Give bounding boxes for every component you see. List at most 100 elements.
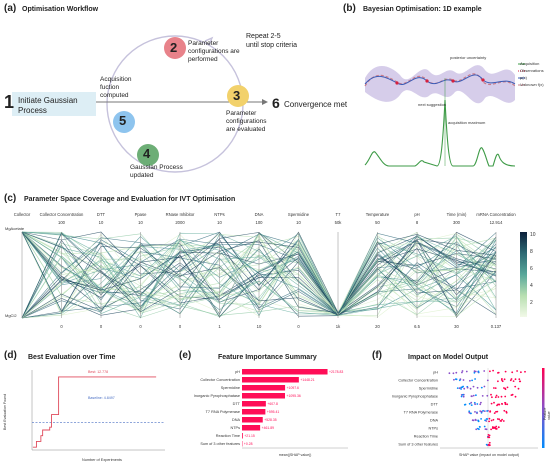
legend-unknown-fx: Unknown f(x) xyxy=(520,82,544,87)
step-4-text: Gaussian Process updated xyxy=(130,164,183,179)
shap-dot xyxy=(493,387,495,389)
shap-dot xyxy=(494,396,497,399)
shap-dot xyxy=(479,410,482,412)
shap-dot xyxy=(480,401,482,404)
d-axes xyxy=(31,370,165,451)
shap-dot xyxy=(448,372,451,375)
shap-dot xyxy=(468,410,471,413)
shap-dot xyxy=(487,436,489,439)
best-eval-line xyxy=(32,376,157,448)
importance-value: +461.89 xyxy=(262,426,274,430)
shap-dot xyxy=(492,418,495,421)
shap-dot xyxy=(462,379,465,381)
parallel-coordinates-plot: Collector Collector Concentration1000DTT1… xyxy=(14,212,517,329)
pc-axis-name: Temperature xyxy=(366,212,390,217)
shap-dot xyxy=(470,404,473,406)
observation-points xyxy=(395,78,485,85)
step-5-circle xyxy=(113,111,135,133)
pc-axis-name: Time (min) xyxy=(447,212,467,217)
shap-dot xyxy=(476,412,478,415)
shap-dot xyxy=(489,411,491,413)
shap-colorbar xyxy=(542,368,545,448)
step-3-text: Parameter configurations are evaluated xyxy=(226,110,267,133)
shap-dot xyxy=(497,396,500,398)
shap-dot xyxy=(493,401,495,404)
shap-dot xyxy=(486,418,489,420)
shap-dot xyxy=(473,371,476,374)
pc-axis-top: 10 xyxy=(217,220,222,225)
shap-dot xyxy=(469,379,471,382)
pc-axis-name: Spermidine xyxy=(288,212,310,217)
shap-dot xyxy=(472,385,475,388)
colorbar-tick-8: 8 xyxy=(530,249,533,255)
shap-dot xyxy=(488,434,491,437)
shap-feature-label: Inorganic Pyrophosphatase xyxy=(392,394,438,398)
shap-dot xyxy=(520,371,522,374)
importance-value: +1448.21 xyxy=(300,378,314,382)
pc-axis-name: T7 xyxy=(336,212,342,217)
baseline-annotation: Baseline: 4.8497 xyxy=(88,396,115,400)
shap-dot xyxy=(493,412,496,414)
shap-dot xyxy=(485,443,488,446)
shap-dot xyxy=(494,427,497,430)
shap-dot xyxy=(476,386,479,389)
shap-dot xyxy=(497,403,499,406)
pc-axis-name: Collector xyxy=(14,212,31,217)
panel-d-xlabel: Number of Experiments xyxy=(82,458,122,462)
pc-axis-bottom: 0 xyxy=(139,324,142,329)
panel-d-label: (d) xyxy=(4,350,17,361)
shap-dot xyxy=(470,395,473,397)
uncertainty-annotation: posterior uncertainty xyxy=(450,55,487,60)
shap-dot xyxy=(486,394,489,397)
importance-value: +2178.83 xyxy=(329,370,343,374)
shap-dot xyxy=(504,370,507,373)
shap-dot xyxy=(492,369,494,372)
shap-dot xyxy=(486,379,489,382)
shap-dot xyxy=(495,425,498,428)
shap-feature-label: Sum of 3 other features xyxy=(398,442,438,446)
shap-dot xyxy=(469,387,472,390)
shap-dot xyxy=(488,420,490,423)
shap-dot xyxy=(497,426,500,429)
shap-dot xyxy=(461,370,464,372)
shap-dot xyxy=(480,418,482,420)
shap-dot xyxy=(484,428,487,430)
shap-feature-label: T7 RNA Polymerase xyxy=(404,410,438,414)
next-suggestion-annotation: next suggestion xyxy=(418,102,447,107)
shap-dot xyxy=(496,418,499,420)
pc-axis-name: Ppase xyxy=(135,212,148,217)
shap-dot xyxy=(479,403,482,406)
shap-feature-label: Reaction Time xyxy=(414,434,438,438)
shap-dot xyxy=(511,371,514,374)
shap-dot xyxy=(474,411,476,413)
posterior-mean-line xyxy=(364,74,516,85)
feature-label: Collector Concentration xyxy=(200,378,240,382)
shap-feature-label: Spermidine xyxy=(419,386,438,390)
importance-bar xyxy=(242,369,328,375)
pc-axis-top: 12.914 xyxy=(490,220,503,225)
shap-dot xyxy=(514,378,517,381)
uncertainty-band xyxy=(365,65,515,104)
panel-c-title: Parameter Space Coverage and Evaluation … xyxy=(24,196,236,203)
shap-dot xyxy=(466,386,469,389)
feature-value-label: Feature value xyxy=(543,407,551,420)
importance-bar xyxy=(242,393,286,399)
shap-dot xyxy=(472,394,475,397)
shap-dot xyxy=(463,387,466,390)
pc-axis-name: NTPs xyxy=(214,212,224,217)
colorbar-tick-4: 4 xyxy=(530,283,533,289)
shap-dot xyxy=(477,370,480,373)
pc-axis-bottom: 0 xyxy=(179,324,182,329)
feature-importance-chart: pH +2178.83 Collector Concentration +1448.2… xyxy=(194,369,348,457)
shap-feature-label: DNA xyxy=(430,418,438,422)
pc-axis-name: DNA xyxy=(255,212,264,217)
legend xyxy=(518,63,525,86)
pc-axis-bottom: 1k xyxy=(336,324,341,329)
shap-dot xyxy=(478,428,480,431)
legend-mean: μ(x) xyxy=(520,75,527,80)
shap-dot xyxy=(497,380,499,383)
importance-value: +1097.6 xyxy=(287,386,299,390)
pc-axis-bottom: 0 xyxy=(100,324,103,329)
shap-dot xyxy=(453,378,455,381)
shap-dot xyxy=(470,412,472,415)
